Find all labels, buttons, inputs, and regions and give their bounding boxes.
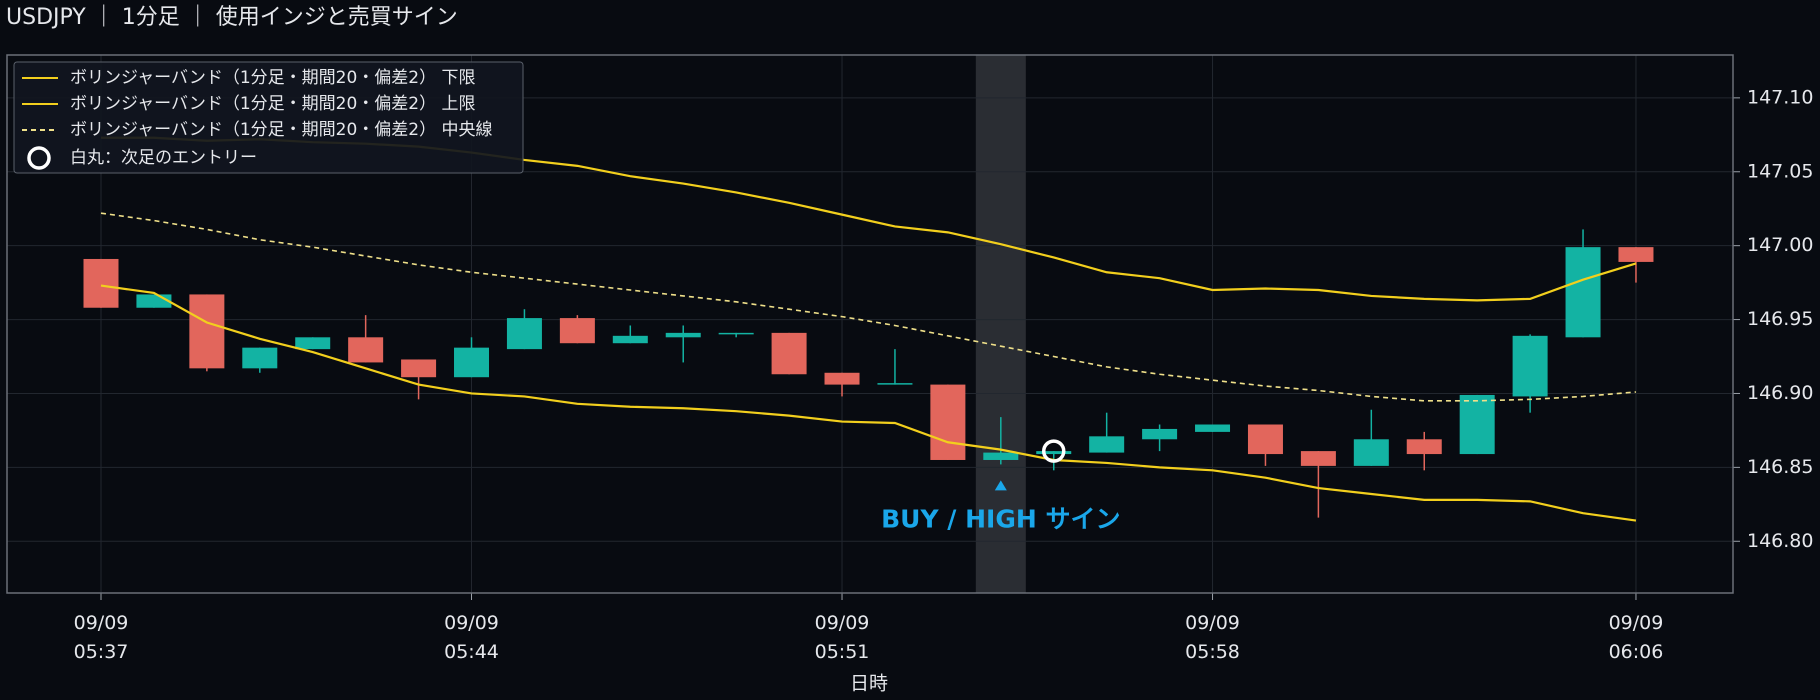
candle-body <box>930 384 966 460</box>
candle-body <box>189 294 225 369</box>
candle-body <box>1512 335 1548 397</box>
y-tick-label: 147.00 <box>1747 234 1813 256</box>
candle-body <box>1565 247 1601 338</box>
band-line <box>100 212 1637 402</box>
candle-body <box>295 337 331 350</box>
candle-body <box>506 318 542 350</box>
candle-body <box>454 347 490 378</box>
candle-body <box>771 332 807 375</box>
band-line <box>100 284 1637 522</box>
x-tick-label: 09/09 06:06 <box>1609 612 1664 663</box>
candle-body <box>136 294 172 308</box>
candle-body <box>401 359 437 378</box>
candle-body <box>824 372 860 385</box>
candle-body <box>1353 439 1389 466</box>
candle-body <box>559 318 595 344</box>
plot-frame <box>6 54 1734 594</box>
x-tick-label: 09/09 05:37 <box>74 612 129 663</box>
candle-body <box>1036 451 1072 455</box>
signal-arrow <box>994 480 1007 491</box>
legend-swatch <box>27 146 51 170</box>
signal-highlight <box>975 55 1026 593</box>
candle-body <box>983 452 1019 460</box>
candle-body <box>1300 451 1336 466</box>
y-tick-label: 147.05 <box>1747 160 1813 182</box>
candle-body <box>1089 436 1125 453</box>
legend-box <box>13 61 524 174</box>
x-tick-label: 09/09 05:51 <box>815 612 870 663</box>
x-tick-label: 09/09 05:44 <box>444 612 499 663</box>
candle-body <box>348 337 384 363</box>
y-tick-label: 146.80 <box>1747 530 1813 552</box>
candle-body <box>1406 439 1442 455</box>
candle-body <box>242 347 278 369</box>
signal-label: BUY / HIGH サイン <box>881 504 1120 533</box>
y-tick-label: 146.95 <box>1747 308 1813 330</box>
candle-body <box>877 383 913 385</box>
candle-body <box>1142 428 1178 440</box>
y-tick-label: 147.10 <box>1747 86 1813 108</box>
legend-label: ボリンジャーバンド（1分足・期間20・偏差2） 上限 <box>70 94 476 114</box>
candle-body <box>718 332 754 335</box>
legend: ボリンジャーバンド（1分足・期間20・偏差2） 下限ボリンジャーバンド（1分足・… <box>13 61 524 174</box>
legend-label: ボリンジャーバンド（1分足・期間20・偏差2） 下限 <box>70 68 476 88</box>
candle-body <box>1618 247 1654 262</box>
y-tick-label: 146.90 <box>1747 382 1813 404</box>
legend-label: ボリンジャーバンド（1分足・期間20・偏差2） 中央線 <box>70 120 493 140</box>
x-axis-label: 日時 <box>850 673 888 695</box>
candle-body <box>1247 424 1283 455</box>
x-tick-label: 09/09 05:58 <box>1185 612 1240 663</box>
entry-marker <box>1041 439 1066 463</box>
y-tick-label: 146.85 <box>1747 456 1813 478</box>
chart-title: USDJPY ｜ 1分足 ｜ 使用インジと売買サイン <box>6 5 458 30</box>
candle-body <box>1459 394 1495 455</box>
candle-body <box>83 258 119 308</box>
legend-label: 白丸：次足のエントリー <box>70 148 257 168</box>
candle-body <box>612 335 648 344</box>
candle-body <box>665 332 701 338</box>
candle-body <box>1195 424 1231 432</box>
